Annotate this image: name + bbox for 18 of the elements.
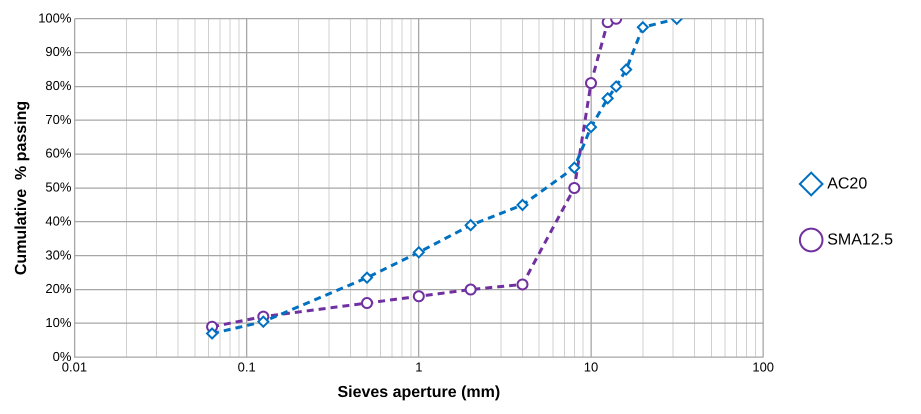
x-tick-label: 1 [415,360,422,375]
x-axis-title: Sieves aperture (mm) [337,384,500,401]
y-axis-title: Cumulative % passing [13,100,30,276]
y-tick-label: 10% [45,314,72,330]
y-tick-label: 20% [45,281,72,296]
y-tick-label: 50% [45,180,72,195]
legend-label: AC20 [827,175,868,192]
x-tick-label: 10 [584,360,598,375]
y-tick-label: 70% [45,112,72,127]
legend-label: SMA12.5 [827,231,894,248]
y-tick-label: 90% [45,44,72,60]
x-tick-label: 100 [752,360,774,375]
y-tick-label: 100% [38,10,72,26]
y-tick-label: 60% [45,146,72,161]
y-tick-label: 40% [45,213,72,228]
y-tick-label: 80% [45,78,72,94]
y-tick-label: 30% [45,247,72,262]
x-tick-label: 0.1 [238,360,256,375]
